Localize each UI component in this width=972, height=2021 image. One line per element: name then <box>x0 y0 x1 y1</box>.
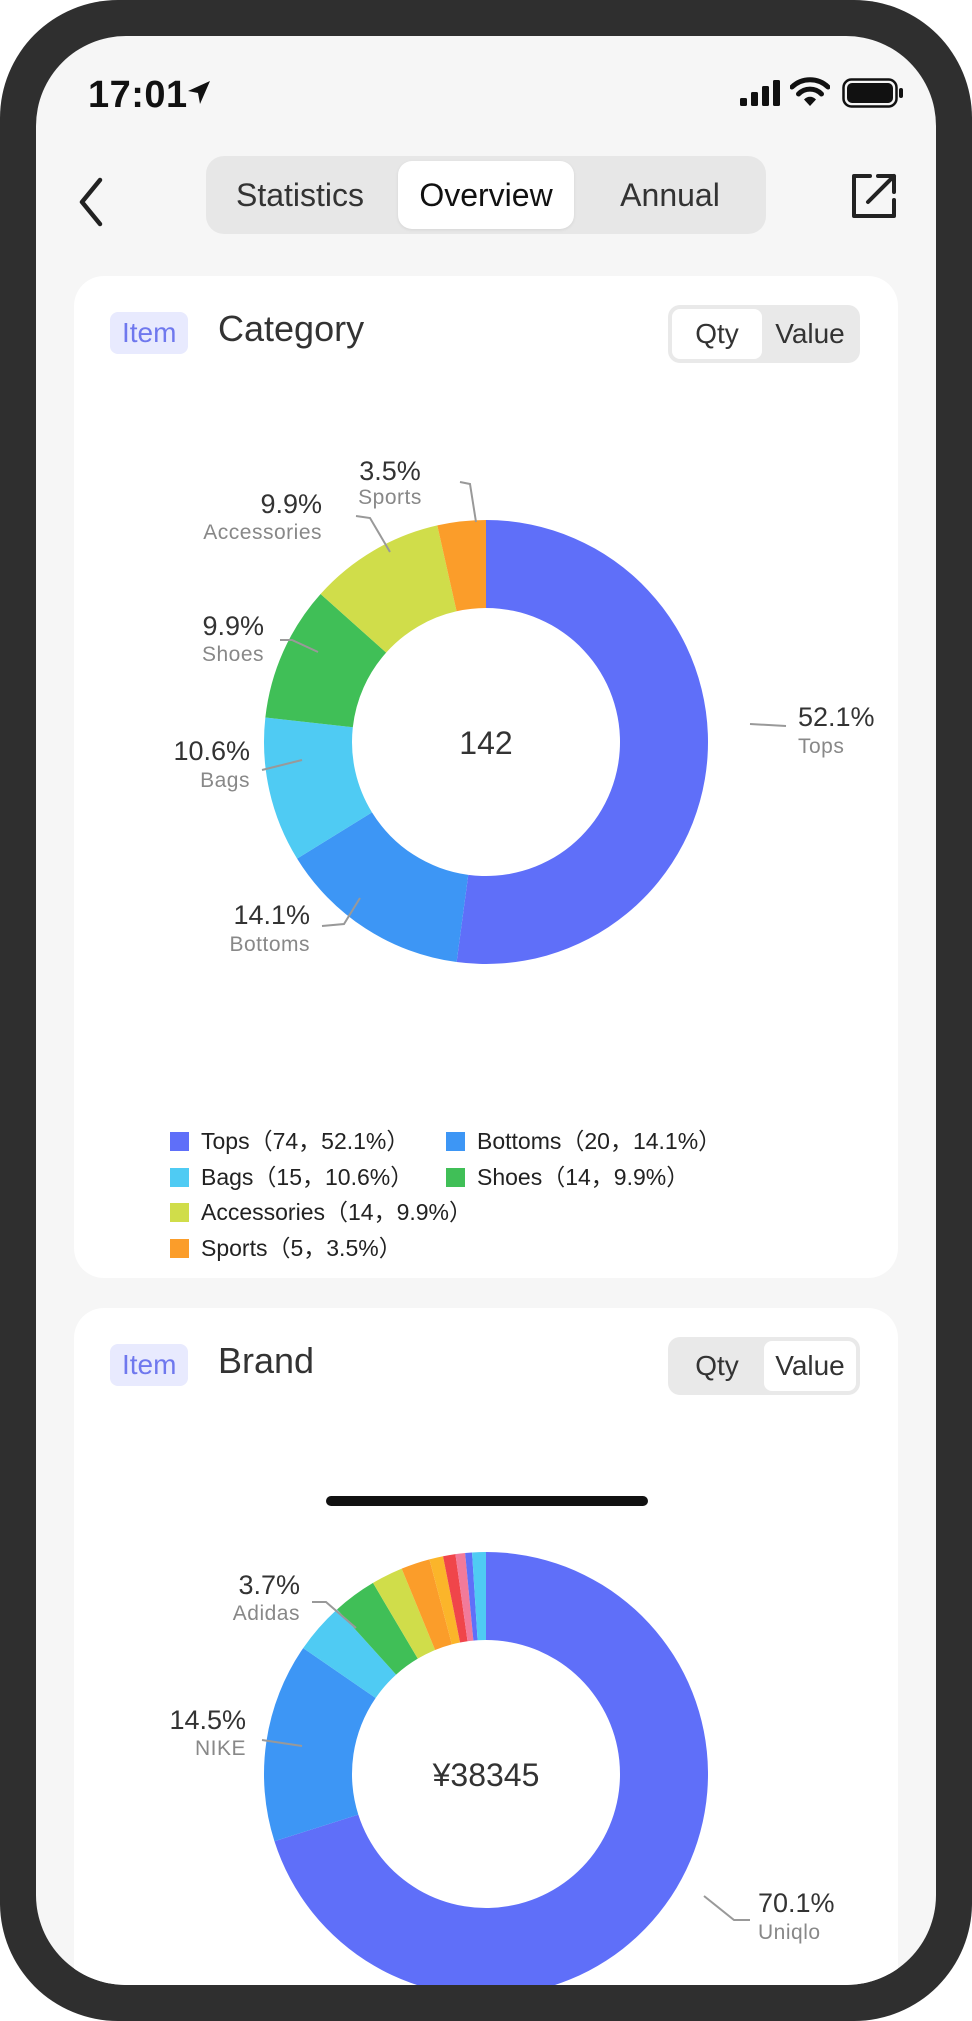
pct-label-uniqlo: 70.1% <box>758 1888 835 1918</box>
donut-segment-other-8[interactable] <box>472 1552 486 1641</box>
leader-line <box>459 481 477 523</box>
brand-card: Item Brand Qty Value ¥38345 70.1% Uniqlo… <box>74 1308 898 1985</box>
leader-line <box>261 759 303 771</box>
donut-segment-other-7[interactable] <box>465 1552 478 1641</box>
brand-donut-chart: ¥38345 70.1% Uniqlo 14.5% NIKE 3.7% Adid… <box>169 1552 835 1985</box>
legend-swatch <box>170 1239 189 1258</box>
label-bags: Bags <box>200 769 250 792</box>
category-donut-chart: 142 52.1% Tops 14.1% Bottoms 10.6% Bags … <box>173 456 875 964</box>
pct-label-bags: 10.6% <box>173 736 250 766</box>
pct-label-adidas: 3.7% <box>238 1570 300 1600</box>
battery-icon <box>842 78 903 108</box>
donut-segment-shoes[interactable] <box>265 593 387 728</box>
wifi-icon <box>790 77 830 106</box>
donut-segment-other-6[interactable] <box>455 1552 474 1642</box>
donut-segment-bottoms[interactable] <box>297 812 469 963</box>
legend-swatch <box>446 1168 465 1187</box>
donut-segment-adidas[interactable] <box>303 1609 397 1698</box>
center-total: ¥38345 <box>432 1757 540 1793</box>
label-accessories: Accessories <box>203 521 322 544</box>
center-total: 142 <box>459 725 512 761</box>
label-adidas: Adidas <box>233 1602 300 1625</box>
legend-item-sports[interactable]: Sports（5，3.5%） <box>170 1233 402 1263</box>
view-tabs: Statistics Overview Annual <box>206 156 766 234</box>
pct-label-tops: 52.1% <box>798 702 875 732</box>
legend-label: Bags（15，10.6%） <box>201 1164 414 1190</box>
pct-label-nike: 14.5% <box>169 1705 246 1735</box>
label-tops: Tops <box>798 735 844 758</box>
legend-item-shoes[interactable]: Shoes（14，9.9%） <box>446 1162 689 1192</box>
label-sports: Sports <box>358 486 422 509</box>
donut-segment-other-3[interactable] <box>401 1559 452 1651</box>
label-bottoms: Bottoms <box>229 933 310 956</box>
legend-swatch <box>170 1168 189 1187</box>
status-time: 17:01 <box>88 74 188 116</box>
value-toggle-button[interactable]: Value <box>775 318 845 349</box>
donut-segment-accessories[interactable] <box>320 525 457 653</box>
pct-label-shoes: 9.9% <box>202 611 264 641</box>
pct-label-accessories: 9.9% <box>260 489 322 519</box>
value-toggle-button[interactable]: Value <box>764 1341 856 1391</box>
leader-line <box>703 1895 750 1921</box>
qty-value-toggle: Qty Value <box>668 1337 860 1395</box>
legend-swatch <box>170 1203 189 1222</box>
legend-item-bags[interactable]: Bags（15，10.6%） <box>170 1162 413 1192</box>
donut-segment-other-5[interactable] <box>443 1554 468 1643</box>
label-shoes: Shoes <box>202 643 264 666</box>
home-indicator[interactable] <box>326 1496 648 1506</box>
leader-line <box>321 897 361 927</box>
leader-line <box>261 1739 303 1747</box>
item-tag: Item <box>110 312 189 354</box>
pct-label-sports: 3.5% <box>359 456 421 486</box>
location-arrow-icon <box>188 81 210 104</box>
qty-value-toggle: Qty Value <box>668 305 860 363</box>
label-uniqlo: Uniqlo <box>758 1921 821 1944</box>
screen: 17:01 Statistics Overview Annual <box>36 36 936 1985</box>
pct-label-bottoms: 14.1% <box>233 900 310 930</box>
legend-label: Accessories（14，9.9%） <box>201 1199 472 1225</box>
back-chevron-icon[interactable] <box>68 166 128 236</box>
qty-toggle-button[interactable]: Qty <box>672 309 762 359</box>
legend-label: Shoes（14，9.9%） <box>477 1164 690 1190</box>
leader-line <box>355 515 391 553</box>
legend-item-bottoms[interactable]: Bottoms（20，14.1%） <box>446 1126 721 1156</box>
leader-line <box>749 723 787 727</box>
legend-label: Sports（5，3.5%） <box>201 1235 402 1261</box>
tab-statistics[interactable]: Statistics <box>235 177 365 213</box>
legend-item-accessories[interactable]: Accessories（14，9.9%） <box>170 1197 472 1227</box>
legend-item-tops[interactable]: Tops（74，52.1%） <box>170 1126 409 1156</box>
donut-segment-nike[interactable] <box>264 1648 376 1842</box>
tab-annual[interactable]: Annual <box>620 177 720 213</box>
legend-swatch <box>170 1132 189 1151</box>
tab-overview[interactable]: Overview <box>398 161 574 229</box>
donut-segment-bags[interactable] <box>264 717 372 859</box>
donut-segment-sports[interactable] <box>437 520 486 612</box>
qty-toggle-button[interactable]: Qty <box>695 1350 739 1381</box>
donut-segment-uniqlo[interactable] <box>274 1552 708 1985</box>
donut-segment-other-2[interactable] <box>372 1568 436 1659</box>
leader-line <box>280 639 319 653</box>
legend-swatch <box>446 1132 465 1151</box>
legend-label: Tops（74，52.1%） <box>201 1128 410 1154</box>
signal-icon <box>740 80 780 106</box>
donut-segment-tops[interactable] <box>456 520 709 964</box>
card-title: Brand <box>218 1340 315 1381</box>
label-nike: NIKE <box>195 1737 246 1760</box>
card-title: Category <box>218 308 365 349</box>
legend-label: Bottoms（20，14.1%） <box>477 1128 722 1154</box>
donut-segment-other-1[interactable] <box>337 1582 418 1675</box>
item-tag: Item <box>110 1344 189 1386</box>
leader-line <box>312 1601 357 1629</box>
share-icon[interactable] <box>844 166 904 226</box>
donut-segment-other-4[interactable] <box>429 1556 461 1645</box>
category-card: Item Category Qty Value 142 52.1% Tops 1… <box>74 276 898 1278</box>
